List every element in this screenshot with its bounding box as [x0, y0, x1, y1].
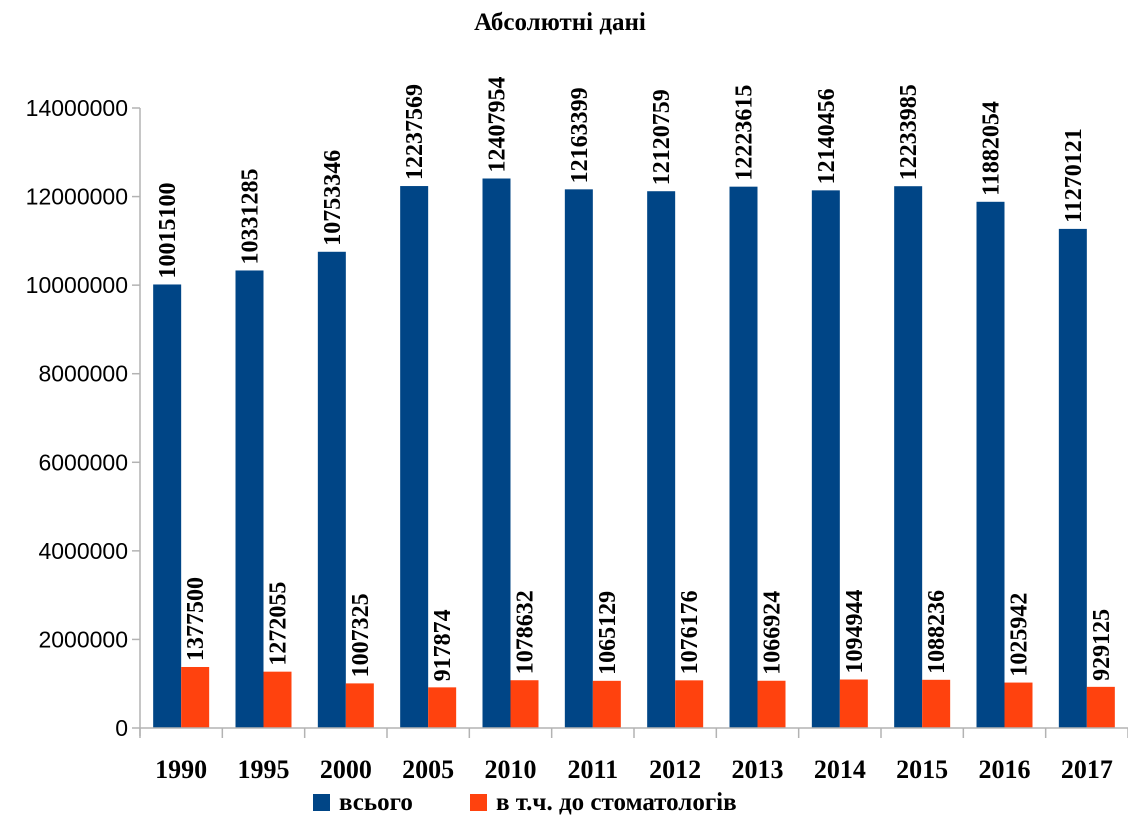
- data-label: 1025942: [1007, 593, 1033, 677]
- legend-swatch: [313, 794, 330, 811]
- bar-total: [564, 189, 593, 728]
- y-axis: 0 2000000 4000000 6000000 8000000 10000000 120…: [26, 95, 141, 741]
- data-label: 12223615: [732, 85, 758, 181]
- y-tick-label: 4000000: [38, 538, 128, 564]
- data-label: 11882054: [979, 101, 1005, 196]
- x-tick-label: 1990: [155, 755, 207, 784]
- x-tick-label: 2016: [979, 755, 1031, 784]
- bar-total: [153, 284, 182, 728]
- bar-total: [482, 178, 511, 729]
- legend-label: в т.ч. до стоматологів: [496, 789, 737, 816]
- data-label: 1076176: [677, 590, 703, 674]
- data-label: 1078632: [513, 590, 539, 674]
- data-label: 12237569: [402, 84, 428, 180]
- y-tick-label: 0: [115, 715, 128, 741]
- bar-dentists: [263, 671, 292, 728]
- bar-dentists: [181, 666, 210, 728]
- x-axis: 1990 1995 2000 2005 2010 2011 2012 2013 2014 2015…: [139, 727, 1128, 784]
- bar-dentists: [345, 683, 374, 728]
- x-tick-label: 2013: [732, 755, 784, 784]
- data-label: 1007325: [348, 593, 374, 677]
- x-tick-label: 2014: [814, 755, 866, 784]
- bar-dentists: [510, 680, 539, 728]
- data-label: 10015100: [155, 182, 181, 278]
- data-label: 11270121: [1061, 128, 1087, 223]
- bar-total: [400, 186, 429, 728]
- data-label: 10753346: [320, 150, 346, 246]
- data-label: 12407954: [485, 77, 511, 173]
- data-label: 1094944: [842, 590, 868, 674]
- data-label: 1066924: [760, 591, 786, 675]
- legend: всього в т.ч. до стоматологів: [313, 789, 737, 816]
- y-tick-label: 12000000: [26, 184, 128, 210]
- x-tick-label: 2011: [568, 755, 619, 784]
- bar-dentists: [675, 680, 704, 728]
- x-tick-label: 2012: [649, 755, 701, 784]
- data-label: 1377500: [183, 577, 209, 661]
- chart-title: Абсолютні дані: [474, 9, 646, 36]
- bar-dentists: [839, 679, 868, 728]
- data-label: 1088236: [924, 590, 950, 674]
- bar-total: [894, 186, 923, 728]
- data-label: 917874: [430, 609, 456, 681]
- bar-dentists: [592, 680, 621, 728]
- y-tick-label: 6000000: [38, 449, 128, 475]
- data-label: 12163399: [567, 87, 593, 183]
- x-tick-label: 2000: [320, 755, 372, 784]
- x-tick-label: 2017: [1061, 755, 1113, 784]
- bar-total: [647, 191, 676, 729]
- bar-total: [729, 186, 758, 729]
- legend-swatch: [470, 794, 487, 811]
- data-label: 12120759: [649, 89, 675, 185]
- data-labels: 10015100 1377500 10331285 1272055 10753346 10…: [155, 77, 1115, 682]
- x-tick-label: 2010: [485, 755, 537, 784]
- bar-dentists: [1086, 686, 1115, 728]
- y-tick-label: 10000000: [26, 272, 128, 298]
- x-tick-label: 2015: [896, 755, 948, 784]
- x-tick-label: 2005: [402, 755, 454, 784]
- legend-label: всього: [339, 789, 413, 816]
- bar-total: [811, 190, 840, 729]
- data-label: 12233985: [896, 84, 922, 180]
- bar-total: [1058, 228, 1087, 728]
- y-tick-label: 14000000: [26, 95, 128, 121]
- y-tick-label: 8000000: [38, 361, 128, 387]
- bar-total: [235, 270, 264, 728]
- data-label: 929125: [1089, 609, 1115, 681]
- data-label: 1065129: [595, 591, 621, 675]
- x-tick-label: 1995: [238, 755, 290, 784]
- data-label: 10331285: [238, 168, 264, 264]
- bar-dentists: [428, 687, 457, 728]
- bar-dentists: [757, 680, 786, 728]
- bar-total: [317, 251, 346, 728]
- bar-total: [976, 201, 1005, 729]
- y-tick-label: 2000000: [38, 626, 128, 652]
- bars: [153, 178, 1115, 729]
- bar-dentists: [922, 679, 951, 728]
- bar-dentists: [1004, 682, 1033, 728]
- data-label: 1272055: [266, 582, 292, 666]
- data-label: 12140456: [814, 88, 840, 184]
